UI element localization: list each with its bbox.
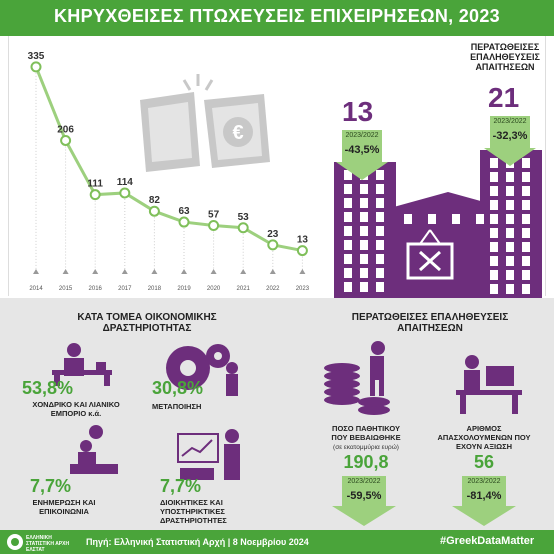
- data-label-2017: 114: [117, 177, 134, 188]
- tick-label-2019: 2019: [177, 286, 191, 292]
- data-label-2023: 13: [297, 235, 309, 246]
- sector-pct-administrative: 7,7%: [160, 476, 202, 496]
- communication-person-icon: [70, 425, 118, 474]
- tick-marker-2023: [299, 269, 306, 274]
- data-point-2016: [89, 189, 101, 201]
- sector-pct-retail: 53,8%: [22, 378, 74, 398]
- tick-marker-2020: [210, 269, 217, 274]
- coins-person-icon: [324, 341, 390, 415]
- tick-marker-2021: [240, 269, 247, 274]
- tick-marker-2017: [121, 269, 128, 274]
- employee-desk-icon: [456, 355, 522, 414]
- completed-left-change: -43,5%: [344, 144, 380, 156]
- data-point-2015: [60, 134, 72, 146]
- amount-change: -59,5%: [346, 490, 382, 502]
- tick-marker-2018: [151, 269, 158, 274]
- bankruptcies-line-chart: 335 2014 206 2015 111 2016 114 2017 82 2018 63 2019…: [28, 51, 310, 292]
- elstat-logo: ΕΛΛΗΝΙΚΗ ΣΤΑΤΙΣΤΙΚΗ ΑΡΧΗ ΕΛΣΤΑΤ: [26, 535, 70, 553]
- data-point-2022: [267, 239, 279, 251]
- tick-label-2020: 2020: [207, 286, 221, 292]
- sector-title: ΚΑΤΑ ΤΟΜΕΑ ΟΙΚΟΝΟΜΙΚΗΣ ΔΡΑΣΤΗΡΙΟΤΗΤΑΣ: [77, 312, 217, 334]
- tick-label-2015: 2015: [59, 286, 73, 292]
- data-point-2018: [148, 205, 160, 217]
- completed-left-period: 2023/2022: [345, 132, 379, 139]
- data-label-2016: 111: [87, 179, 103, 190]
- lower-panel: [0, 298, 554, 530]
- employees-label: ΑΡΙΘΜΟΣ ΑΠΑΣΧΟΛΟΥΜΕΝΩΝ ΠΟΥ ΕΧΟΥΝ ΑΞΙΩΣΗ: [437, 424, 531, 451]
- tick-marker-2014: [33, 269, 39, 274]
- tick-marker-2022: [269, 269, 276, 274]
- data-point-2020: [208, 219, 220, 231]
- page-title: ΚΗΡΥΧΘΕΙΣΕΣ ΠΤΩΧΕΥΣΕΙΣ ΕΠΙΧΕΙΡΗΣΕΩΝ, 202…: [54, 6, 500, 26]
- tick-marker-2016: [92, 269, 99, 274]
- verif-title: ΠΕΡΑΤΩΘΕΙΣΕΣ ΕΠΑΛΗΘΕΥΣΕΙΣ ΑΠΑΙΤΗΣΕΩΝ: [351, 312, 509, 334]
- data-point-2014: [30, 61, 42, 73]
- completed-title: ΠΕΡΑΤΩΘΕΙΣΕΣ ΕΠΑΛΗΘΕΥΣΕΙΣ ΑΠΑΙΤΗΣΕΩΝ: [470, 42, 540, 72]
- amount-unit: (σε εκατομμύρια ευρώ): [333, 444, 399, 451]
- tick-marker-2019: [181, 269, 187, 274]
- data-label-2020: 57: [208, 209, 220, 220]
- completed-right-period: 2023/2022: [493, 118, 527, 125]
- data-point-2017: [119, 187, 131, 199]
- header-bar: [0, 0, 554, 36]
- tick-label-2022: 2022: [266, 286, 280, 292]
- data-point-2021: [237, 222, 249, 234]
- top-panel: [8, 36, 546, 296]
- employees-period: 2023/2022: [467, 478, 501, 485]
- sector-label-information: ΕΝΗΜΕΡΩΣΗ ΚΑΙ ΕΠΙΚΟΙΝΩΝΙΑ: [32, 498, 96, 516]
- data-label-2022: 23: [267, 229, 279, 240]
- sparks-icon: [182, 74, 214, 91]
- completed-left-change-arrow: 2023/2022 -43,5%: [336, 130, 388, 182]
- amount-label: ΠΟΣΟ ΠΑΘΗΤΙΚΟΥ ΠΟΥ ΒΕΒΑΙΩΘΗΚΕ: [331, 424, 401, 442]
- employees-change-arrow: 2023/2022 -81,4%: [452, 476, 516, 528]
- data-label-2015: 206: [57, 124, 74, 135]
- data-label-2021: 53: [238, 212, 250, 223]
- tick-label-2018: 2018: [148, 286, 162, 292]
- closed-sign-icon: [406, 229, 454, 280]
- tick-marker-2015: [62, 269, 69, 274]
- employees-change: -81,4%: [466, 490, 502, 502]
- data-point-2023: [296, 245, 308, 257]
- amount-period: 2023/2022: [347, 478, 381, 485]
- tick-label-2014: 2014: [29, 286, 43, 292]
- sector-pct-manufacturing: 30,8%: [152, 378, 204, 398]
- sector-label-administrative: ΔΙΟΙΚΗΤΙΚΕΣ ΚΑΙ ΥΠΟΣΤΗΡΙΚΤΙΚΕΣ ΔΡΑΣΤΗΡΙΟ…: [160, 498, 227, 525]
- svg-text:€: €: [232, 122, 243, 144]
- sector-pct-information: 7,7%: [30, 476, 72, 496]
- data-label-2014: 335: [28, 51, 45, 62]
- presentation-person-icon: [177, 429, 240, 480]
- completed-right-change: -32,3%: [492, 130, 528, 142]
- completed-left-value: 13: [342, 96, 374, 127]
- tick-label-2017: 2017: [118, 286, 132, 292]
- completed-right-value: 21: [488, 82, 520, 113]
- buildings-illustration: [334, 150, 542, 298]
- data-label-2018: 82: [149, 195, 161, 206]
- amount-value: 190,8: [343, 452, 389, 472]
- data-label-2019: 63: [178, 206, 190, 217]
- tick-label-2021: 2021: [237, 286, 251, 292]
- series-line: [34, 66, 303, 253]
- amount-change-arrow: 2023/2022 -59,5%: [332, 476, 396, 528]
- source-text: Πηγή: Ελληνική Στατιστική Αρχή | 8 Νοεμβ…: [86, 537, 309, 547]
- tick-label-2016: 2016: [89, 286, 103, 292]
- completed-right-change-arrow: 2023/2022 -32,3%: [484, 116, 536, 168]
- data-point-2019: [178, 216, 190, 228]
- hashtag: #GreekDataMatter: [440, 535, 535, 547]
- elstat-logo-icon: [7, 534, 23, 550]
- footer-bar: [0, 530, 554, 554]
- sector-label-retail: ΧΟΝΔΡΙΚΟ ΚΑΙ ΛΙΑΝΙΚΟ ΕΜΠΟΡΙΟ κ.ά.: [32, 400, 120, 418]
- manufacturing-gears-icon: [166, 344, 238, 396]
- sector-label-manufacturing: ΜΕΤΑΠΟΙΗΣΗ: [152, 402, 202, 411]
- banknote-illustration: €: [140, 74, 270, 172]
- retail-person-icon: [52, 343, 112, 386]
- tick-label-2023: 2023: [296, 286, 310, 292]
- employees-value: 56: [473, 452, 495, 472]
